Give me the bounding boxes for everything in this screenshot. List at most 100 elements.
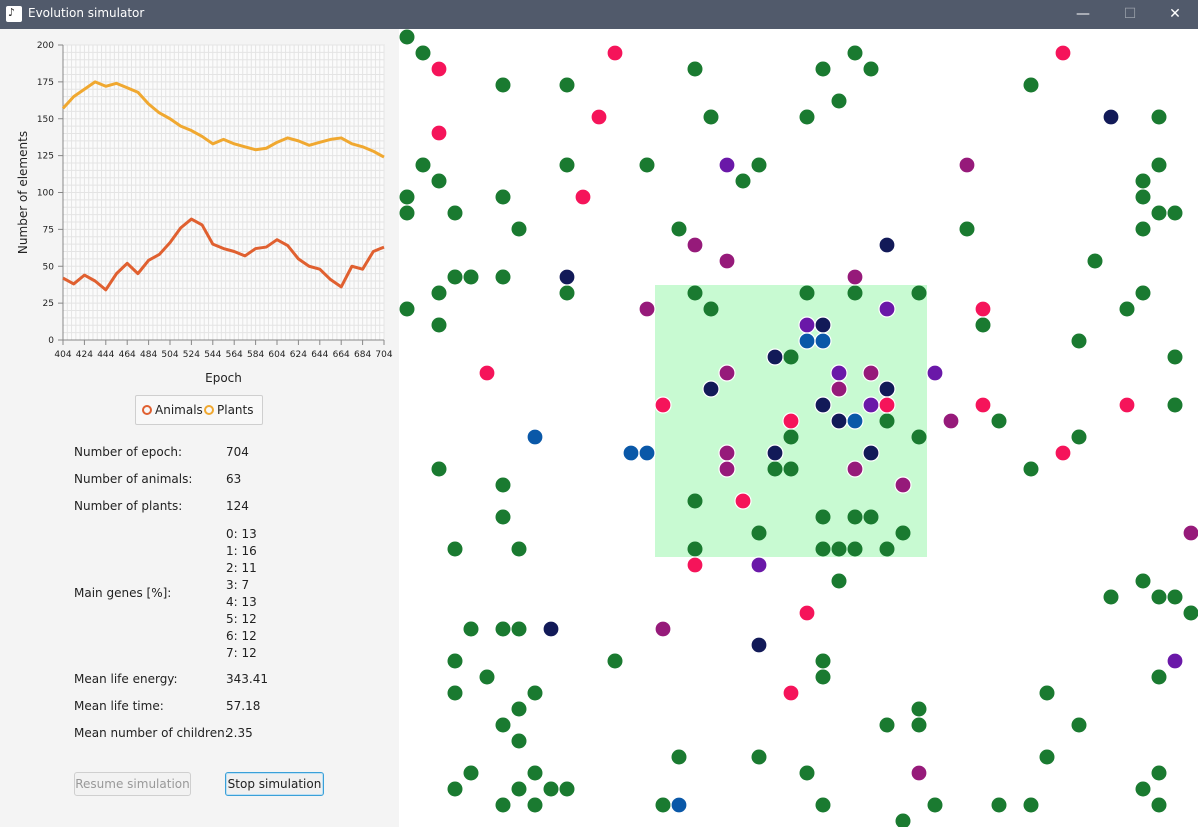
plants-value: 124: [226, 499, 249, 513]
plant: [1151, 157, 1167, 173]
x-tick-label: 664: [333, 350, 350, 360]
plant: [495, 509, 511, 525]
stop-simulation-button[interactable]: Stop simulation: [225, 772, 324, 796]
legend-animals-label: Animals: [155, 403, 203, 417]
plant: [511, 621, 527, 637]
animal: [798, 316, 816, 334]
animal: [670, 796, 688, 814]
animal: [1166, 652, 1184, 670]
plant: [1023, 461, 1039, 477]
legend-plants-label: Plants: [217, 403, 254, 417]
animal: [942, 412, 960, 430]
plant: [1167, 349, 1183, 365]
plant: [1151, 797, 1167, 813]
plant: [751, 749, 767, 765]
plant: [975, 317, 991, 333]
x-tick-label: 644: [311, 350, 328, 360]
plant: [463, 621, 479, 637]
plant: [703, 301, 719, 317]
simulation-map[interactable]: [399, 29, 1198, 827]
plant: [495, 797, 511, 813]
plant: [1135, 189, 1151, 205]
plant: [959, 221, 975, 237]
plant: [431, 285, 447, 301]
animal: [894, 476, 912, 494]
animal: [478, 364, 496, 382]
animal: [798, 332, 816, 350]
animal: [862, 444, 880, 462]
animal: [718, 460, 736, 478]
plant: [847, 285, 863, 301]
legend-plants: Plants: [204, 403, 254, 417]
plant: [671, 749, 687, 765]
legend-animals: Animals: [142, 403, 203, 417]
plant: [511, 781, 527, 797]
plant: [527, 797, 543, 813]
animal: [718, 252, 736, 270]
plant: [479, 669, 495, 685]
window-title: Evolution simulator: [28, 6, 145, 20]
gene-item: 4: 13: [226, 595, 257, 609]
plant: [1119, 301, 1135, 317]
plant: [815, 669, 831, 685]
plant: [1071, 429, 1087, 445]
animal: [654, 396, 672, 414]
maximize-icon[interactable]: ☐: [1123, 6, 1137, 22]
plant: [1023, 77, 1039, 93]
animal: [574, 188, 592, 206]
animal: [558, 268, 576, 286]
plant: [879, 717, 895, 733]
animal: [862, 364, 880, 382]
app-logo-icon: ♪: [6, 6, 22, 22]
animal: [878, 380, 896, 398]
plant: [847, 541, 863, 557]
plant: [783, 349, 799, 365]
minimize-icon[interactable]: —: [1076, 6, 1090, 22]
plant: [559, 157, 575, 173]
x-tick-label: 484: [140, 350, 157, 360]
animal: [638, 444, 656, 462]
animal: [542, 620, 560, 638]
animal: [766, 444, 784, 462]
y-tick-label: 25: [43, 299, 54, 309]
x-tick-label: 504: [161, 350, 178, 360]
x-axis-label: Epoch: [205, 371, 242, 385]
plant: [863, 61, 879, 77]
resume-simulation-button[interactable]: Resume simulation: [74, 772, 191, 796]
plant: [511, 733, 527, 749]
animal: [910, 764, 928, 782]
animal: [814, 316, 832, 334]
animal: [430, 60, 448, 78]
plant: [1167, 397, 1183, 413]
animal: [1182, 524, 1198, 542]
x-tick-label: 544: [204, 350, 221, 360]
plant: [783, 429, 799, 445]
plant: [415, 157, 431, 173]
plant: [1151, 669, 1167, 685]
animal: [878, 300, 896, 318]
animals-value: 63: [226, 472, 242, 486]
plant: [1039, 749, 1055, 765]
animal: [718, 156, 736, 174]
animal: [638, 300, 656, 318]
plant: [847, 509, 863, 525]
plant: [495, 621, 511, 637]
plant: [1151, 109, 1167, 125]
chart-legend: Animals Plants: [135, 395, 263, 425]
plant: [463, 269, 479, 285]
plant: [399, 205, 415, 221]
plant: [687, 493, 703, 509]
y-tick-label: 50: [43, 262, 55, 272]
x-tick-label: 404: [54, 350, 71, 360]
plant: [831, 93, 847, 109]
plant: [1167, 205, 1183, 221]
x-tick-label: 584: [247, 350, 264, 360]
plant: [991, 413, 1007, 429]
plant: [799, 285, 815, 301]
animal: [718, 444, 736, 462]
close-icon[interactable]: ✕: [1169, 6, 1181, 22]
plants-series-line: [61, 80, 385, 159]
plant: [431, 173, 447, 189]
animal: [1054, 444, 1072, 462]
lifetime-label: Mean life time:: [74, 699, 164, 713]
